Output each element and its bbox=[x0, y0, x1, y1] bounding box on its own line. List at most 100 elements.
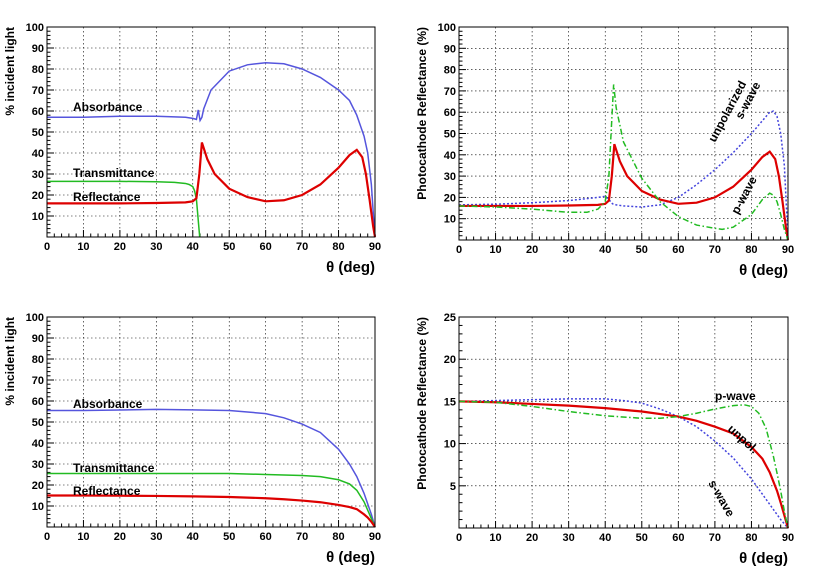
series-line-3-3 bbox=[47, 494, 376, 528]
y-tick-label: 90 bbox=[444, 43, 456, 55]
y-tick-label: 70 bbox=[32, 85, 44, 97]
y-tick-label: 5 bbox=[450, 481, 456, 493]
y-tick-label: 20 bbox=[32, 190, 44, 202]
annotation-label: unpol. bbox=[725, 422, 761, 456]
x-tick-label: 40 bbox=[187, 241, 199, 253]
x-tick-label: 40 bbox=[599, 532, 611, 544]
y-tick-label: 70 bbox=[32, 375, 44, 387]
y-tick-label: 80 bbox=[32, 64, 44, 76]
series-line-3-1 bbox=[47, 408, 376, 528]
y-tick-label: 30 bbox=[32, 169, 44, 181]
x-tick-label: 20 bbox=[114, 241, 126, 253]
y-tick-label: 70 bbox=[444, 86, 456, 98]
x-tick-label: 0 bbox=[456, 532, 462, 544]
x-tick-label: 80 bbox=[745, 532, 757, 544]
annotation-label: Absorbance bbox=[73, 397, 143, 411]
y-tick-label: 10 bbox=[444, 214, 456, 226]
x-tick-label: 20 bbox=[114, 531, 126, 543]
x-tick-label: 80 bbox=[332, 241, 344, 253]
x-tick-label: 50 bbox=[223, 241, 235, 253]
x-tick-label: 90 bbox=[782, 244, 794, 256]
chart-panel-1: 0 10 20 30 40 50 60 70 80 90 10 20 30 40 50 60 70 80 90 100… bbox=[3, 22, 381, 276]
x-tick-label: 60 bbox=[260, 241, 272, 253]
y-tick-label: 80 bbox=[444, 65, 456, 77]
x-tick-label: 10 bbox=[77, 531, 89, 543]
y-tick-label: 80 bbox=[32, 354, 44, 366]
y-tick-label: 10 bbox=[32, 211, 44, 223]
y-tick-label: 20 bbox=[444, 354, 456, 366]
y-tick-label: 100 bbox=[26, 22, 44, 34]
x-tick-label: 60 bbox=[672, 532, 684, 544]
plot-frame bbox=[458, 316, 789, 529]
series-line-2-2 bbox=[459, 143, 790, 241]
x-tick-label: 0 bbox=[44, 241, 50, 253]
x-tick-label: 20 bbox=[526, 244, 538, 256]
x-axis-title: θ (deg) bbox=[739, 262, 788, 279]
y-axis-title: Photocathode Reflectance (%) bbox=[415, 317, 429, 490]
x-tick-label: 10 bbox=[489, 532, 501, 544]
chart-panel-2: 0 10 20 30 40 50 60 70 80 90 10 20 30 40 50 60 70 80 90 100… bbox=[415, 22, 794, 279]
x-tick-label: 90 bbox=[369, 241, 381, 253]
x-tick-label: 70 bbox=[296, 241, 308, 253]
y-tick-label: 40 bbox=[32, 148, 44, 160]
series-line-1-2 bbox=[47, 180, 201, 238]
x-tick-label: 90 bbox=[782, 532, 794, 544]
series-line-2-1 bbox=[458, 110, 789, 241]
series-line-1-1 bbox=[47, 61, 376, 238]
x-tick-label: 0 bbox=[456, 244, 462, 256]
x-tick-label: 90 bbox=[369, 531, 381, 543]
y-tick-label: 60 bbox=[444, 107, 456, 119]
y-axis-title: % incident light bbox=[3, 27, 17, 116]
plot-frame bbox=[46, 316, 376, 528]
y-tick-label: 90 bbox=[32, 43, 44, 55]
x-tick-label: 10 bbox=[77, 241, 89, 253]
chart-panel-4: 0 10 20 30 40 50 60 70 80 90 5 10 15 20 25 θ (deg) Photo… bbox=[415, 312, 794, 567]
x-tick-label: 80 bbox=[332, 531, 344, 543]
x-tick-label: 70 bbox=[296, 531, 308, 543]
y-tick-label: 50 bbox=[444, 129, 456, 141]
chart-panel-3: 0 10 20 30 40 50 60 70 80 90 10 20 30 40 50 60 70 80 90 100… bbox=[3, 312, 381, 566]
x-axis-title: θ (deg) bbox=[326, 259, 375, 276]
x-tick-label: 80 bbox=[745, 244, 757, 256]
x-tick-label: 30 bbox=[150, 241, 162, 253]
y-tick-label: 60 bbox=[32, 396, 44, 408]
y-tick-label: 100 bbox=[438, 22, 456, 34]
y-tick-label: 100 bbox=[26, 312, 44, 324]
annotation-label: Absorbance bbox=[73, 100, 143, 114]
x-tick-label: 50 bbox=[636, 244, 648, 256]
y-axis-title: Photocathode Reflectance (%) bbox=[415, 27, 429, 200]
x-tick-label: 10 bbox=[489, 244, 501, 256]
annotation-label: p-wave bbox=[715, 389, 756, 403]
x-axis-title: θ (deg) bbox=[739, 550, 788, 567]
series-line-4-2 bbox=[458, 400, 790, 529]
x-tick-label: 30 bbox=[150, 531, 162, 543]
series-line-4-3 bbox=[458, 400, 789, 529]
y-tick-label: 50 bbox=[32, 417, 44, 429]
y-tick-label: 40 bbox=[444, 150, 456, 162]
y-tick-label: 50 bbox=[32, 127, 44, 139]
x-tick-label: 40 bbox=[187, 531, 199, 543]
x-tick-label: 20 bbox=[526, 532, 538, 544]
y-tick-label: 20 bbox=[444, 192, 456, 204]
y-tick-label: 10 bbox=[32, 501, 44, 513]
x-tick-label: 60 bbox=[260, 531, 272, 543]
x-tick-label: 70 bbox=[709, 244, 721, 256]
annotation-label: Reflectance bbox=[73, 190, 141, 204]
annotation-label: s-wave bbox=[705, 478, 737, 520]
x-tick-label: 60 bbox=[672, 244, 684, 256]
x-tick-label: 50 bbox=[223, 531, 235, 543]
plot-frame bbox=[458, 26, 789, 241]
x-tick-label: 30 bbox=[563, 532, 575, 544]
x-tick-label: 0 bbox=[44, 531, 50, 543]
annotation-label: Reflectance bbox=[73, 484, 141, 498]
y-tick-label: 20 bbox=[32, 480, 44, 492]
x-axis-title: θ (deg) bbox=[326, 549, 375, 566]
y-tick-label: 25 bbox=[444, 312, 456, 324]
y-tick-label: 90 bbox=[32, 333, 44, 345]
series-line-1-3 bbox=[47, 142, 377, 238]
series-line-2-3 bbox=[458, 84, 789, 241]
annotation-label: Transmittance bbox=[73, 461, 155, 475]
y-tick-label: 15 bbox=[444, 396, 456, 408]
y-tick-label: 40 bbox=[32, 438, 44, 450]
